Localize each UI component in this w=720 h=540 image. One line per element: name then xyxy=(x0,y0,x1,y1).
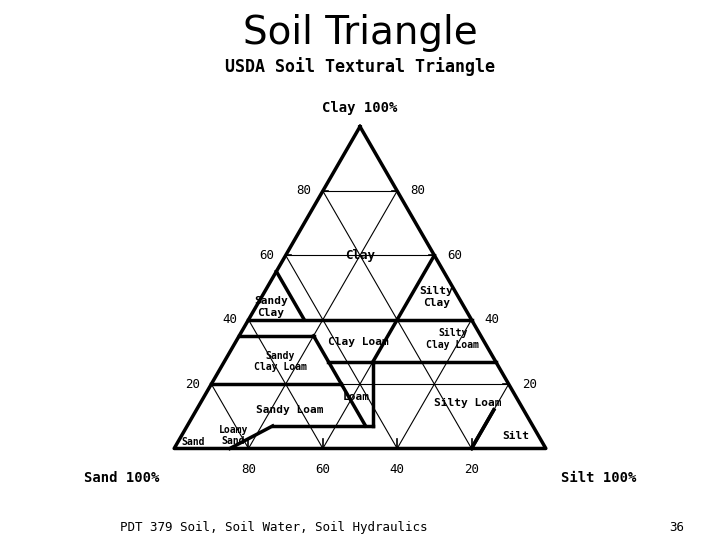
Text: Silty
Clay Loam: Silty Clay Loam xyxy=(426,328,480,350)
Text: 80: 80 xyxy=(241,463,256,476)
Text: 80: 80 xyxy=(410,185,426,198)
Text: Silty
Clay: Silty Clay xyxy=(419,286,453,308)
Text: 40: 40 xyxy=(222,313,238,326)
Text: 36: 36 xyxy=(670,521,684,534)
Text: Silt 100%: Silt 100% xyxy=(561,471,636,485)
Text: 60: 60 xyxy=(315,463,330,476)
Text: 60: 60 xyxy=(259,249,274,262)
Text: Clay Loam: Clay Loam xyxy=(328,338,389,347)
Text: Clay 100%: Clay 100% xyxy=(323,102,397,116)
Text: USDA Soil Textural Triangle: USDA Soil Textural Triangle xyxy=(225,57,495,76)
Text: Sandy
Clay: Sandy Clay xyxy=(254,296,288,318)
Text: 40: 40 xyxy=(485,313,500,326)
Text: 80: 80 xyxy=(297,185,312,198)
Text: Loam: Loam xyxy=(343,392,370,402)
Text: Silty Loam: Silty Loam xyxy=(434,399,502,408)
Text: 20: 20 xyxy=(464,463,479,476)
Text: Sand: Sand xyxy=(181,437,204,447)
Text: 40: 40 xyxy=(390,463,405,476)
Text: Sand 100%: Sand 100% xyxy=(84,471,159,485)
Text: Sandy
Clay Loam: Sandy Clay Loam xyxy=(253,351,307,373)
Text: Clay: Clay xyxy=(345,249,375,262)
Text: 20: 20 xyxy=(522,377,536,390)
Text: PDT 379 Soil, Soil Water, Soil Hydraulics: PDT 379 Soil, Soil Water, Soil Hydraulic… xyxy=(120,521,428,534)
Text: 20: 20 xyxy=(185,377,200,390)
Text: Sandy Loam: Sandy Loam xyxy=(256,405,323,415)
Text: Loamy
Sand: Loamy Sand xyxy=(219,425,248,447)
Text: Soil Triangle: Soil Triangle xyxy=(243,14,477,51)
Text: 60: 60 xyxy=(447,249,462,262)
Text: Silt: Silt xyxy=(503,430,530,441)
